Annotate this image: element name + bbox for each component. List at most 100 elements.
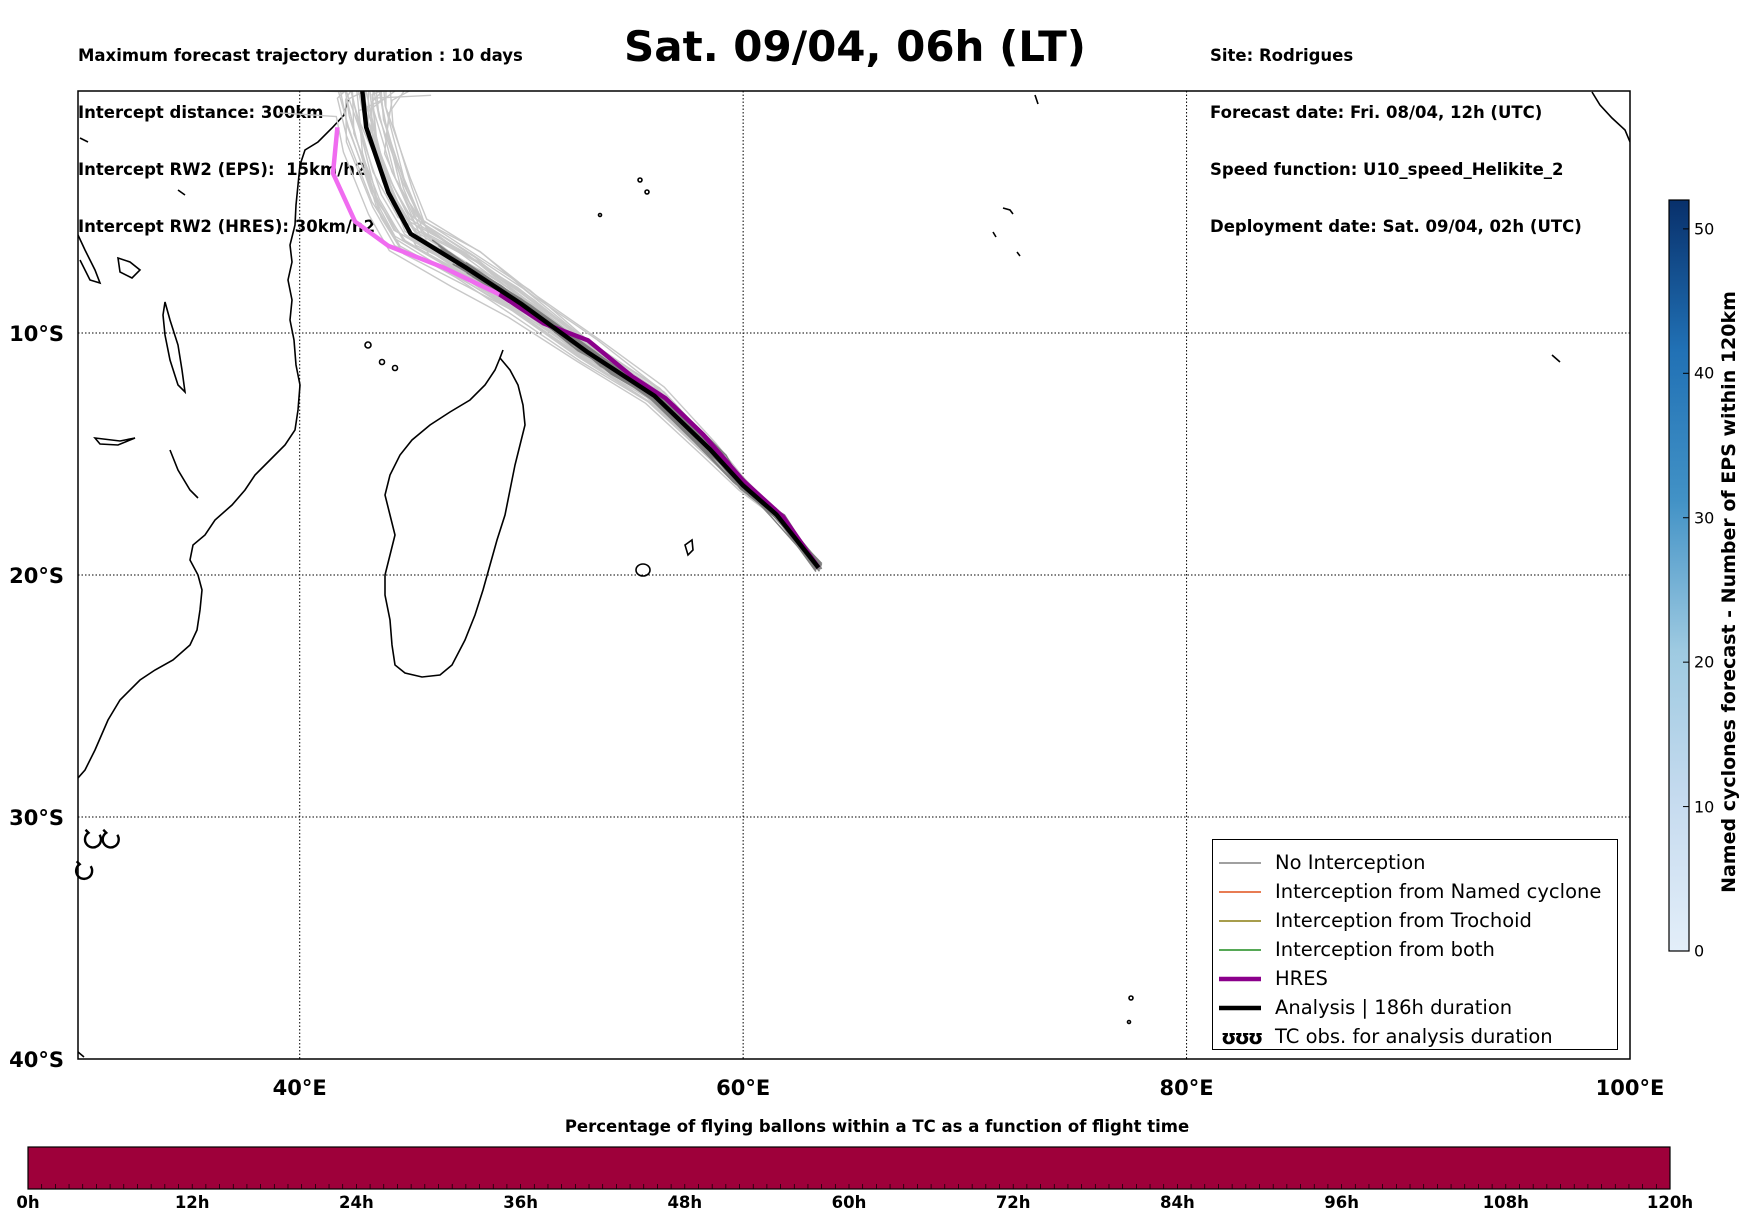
legend-label: Interception from Trochoid (1275, 909, 1532, 932)
seychelles-island (597, 212, 603, 218)
reunion-island (635, 563, 651, 577)
flight-time-tick-label: 96h (1324, 1193, 1359, 1212)
lake-coastline (78, 234, 102, 285)
mauritius-island (684, 538, 694, 557)
eps-trajectory (466, 272, 819, 568)
lake-coastline (162, 301, 187, 395)
info-line: Maximum forecast trajectory duration : 1… (78, 46, 523, 65)
no-interception-swatch (1219, 861, 1261, 864)
tc-obs-icon (101, 828, 120, 849)
africa-coastline (78, 99, 349, 779)
flight-time-tick-label: 72h (995, 1193, 1031, 1212)
info-line: Forecast date: Fri. 08/04, 12h (UTC) (1210, 103, 1543, 122)
lat-label: 20°S (9, 564, 64, 588)
colorbar-tick-label: 10 (1694, 797, 1715, 817)
legend-item: HRES (1213, 964, 1617, 993)
flight-time-tick-label: 0h (16, 1193, 40, 1212)
hres-swatch (1219, 976, 1261, 981)
info-line: Intercept RW2 (EPS): 15km/h2 (78, 160, 367, 179)
flight-time-tick-label: 120h (1646, 1193, 1694, 1212)
legend-label: No Interception (1275, 851, 1426, 874)
eps-trajectory (471, 275, 816, 570)
hres-trajectory-late (330, 127, 501, 297)
legend-item: Interception from Trochoid (1213, 906, 1617, 935)
info-line: Intercept RW2 (HRES): 30km/h2 (78, 217, 376, 236)
indonesia-island (1551, 354, 1561, 363)
legend-label: Interception from Named cyclone (1275, 880, 1602, 903)
forecast-parameters: Maximum forecast trajectory duration : 1… (78, 8, 523, 255)
coastal-islet (177, 189, 186, 196)
madagascar-coastline (384, 356, 526, 678)
chagos-island (992, 231, 997, 238)
both-swatch (1219, 948, 1261, 951)
eps-trajectory (488, 282, 818, 568)
colorbar-tick-label: 50 (1694, 219, 1715, 239)
legend-label: Analysis | 186h duration (1275, 996, 1513, 1019)
legend-item: Analysis | 186h duration (1213, 993, 1617, 1022)
named-cyclone-swatch (1219, 890, 1261, 893)
colorbar-ticks (1683, 228, 1689, 952)
colorbar-tick-label: 20 (1694, 652, 1715, 672)
lon-label: 80°E (1160, 1076, 1214, 1100)
flight-time-tick-label: 36h (503, 1193, 538, 1212)
sumatra-coastline (1591, 91, 1630, 143)
map-frame (77, 90, 1631, 1060)
lake-coastline (93, 436, 136, 446)
st-paul-island (1126, 1019, 1132, 1025)
lat-axis-labels: 10°S 20°S 30°S 40°S (9, 322, 64, 1072)
analysis-swatch (1219, 1005, 1261, 1010)
lake-coastline (169, 449, 199, 499)
info-line: Intercept distance: 300km (78, 103, 324, 122)
seychelles-island (637, 177, 643, 183)
flight-time-tick-label: 48h (667, 1193, 703, 1212)
colorbar-scale (1668, 199, 1690, 952)
info-line: Speed function: U10_speed_Helikite_2 (1210, 160, 1564, 179)
lat-label: 40°S (9, 1048, 64, 1072)
flight-time-tick-label: 84h (1160, 1193, 1195, 1212)
chagos-island (1002, 207, 1014, 215)
legend-item: Interception from both (1213, 935, 1617, 964)
legend: No Interception Interception from Named … (1212, 839, 1618, 1050)
tc-obs-swatch-icon: ʊʊʊ (1221, 1024, 1263, 1049)
site-parameters: Site: Rodrigues Forecast date: Fri. 08/0… (1210, 8, 1582, 255)
legend-item: ʊʊʊ TC obs. for analysis duration (1213, 1022, 1617, 1051)
lon-label: 40°E (273, 1076, 327, 1100)
legend-item: Interception from Named cyclone (1213, 877, 1617, 906)
colorbar-tick-label: 0 (1694, 941, 1705, 961)
coastal-islet (79, 137, 89, 143)
legend-label: HRES (1275, 967, 1328, 990)
flight-time-tick-label: 12h (174, 1193, 210, 1212)
lon-axis-labels: 40°E 60°E 80°E 100°E (273, 1076, 1665, 1100)
lake-coastline (117, 256, 142, 279)
tc-obs-icon (83, 828, 103, 849)
eps-trajectory (452, 263, 821, 567)
lon-label: 60°E (716, 1076, 770, 1100)
flight-time-tick-label: 108h (1482, 1193, 1529, 1212)
main-title: Sat. 09/04, 06h (LT) (624, 22, 1086, 71)
seychelles-island (644, 189, 650, 195)
flight-time-tick-label: 24h (339, 1193, 374, 1212)
lat-label: 10°S (9, 322, 64, 346)
lat-label: 30°S (9, 806, 64, 830)
info-line: Site: Rodrigues (1210, 46, 1354, 65)
legend-item: No Interception (1213, 848, 1617, 877)
flight-time-bar-title: Percentage of flying ballons within a TC… (564, 1117, 1190, 1136)
eps-trajectory (452, 263, 822, 567)
legend-label: TC obs. for analysis duration (1275, 1025, 1553, 1048)
lon-label: 100°E (1596, 1076, 1665, 1100)
maldives-island (1034, 94, 1039, 105)
tc-obs-markers (75, 828, 120, 881)
madagascar-north (499, 349, 504, 359)
comoros-island (391, 364, 399, 372)
coastlines (78, 91, 1630, 1058)
colorbar-tick-label: 30 (1694, 508, 1715, 528)
amsterdam-island (1128, 995, 1134, 1001)
analysis-trajectory (360, 91, 821, 570)
eps-trajectory-late (278, 112, 820, 569)
info-line: Deployment date: Sat. 09/04, 02h (UTC) (1210, 217, 1582, 236)
comoros-island (378, 358, 386, 366)
comoros-island (364, 341, 372, 349)
chagos-island (1016, 251, 1021, 257)
trochoid-swatch (1219, 919, 1261, 922)
